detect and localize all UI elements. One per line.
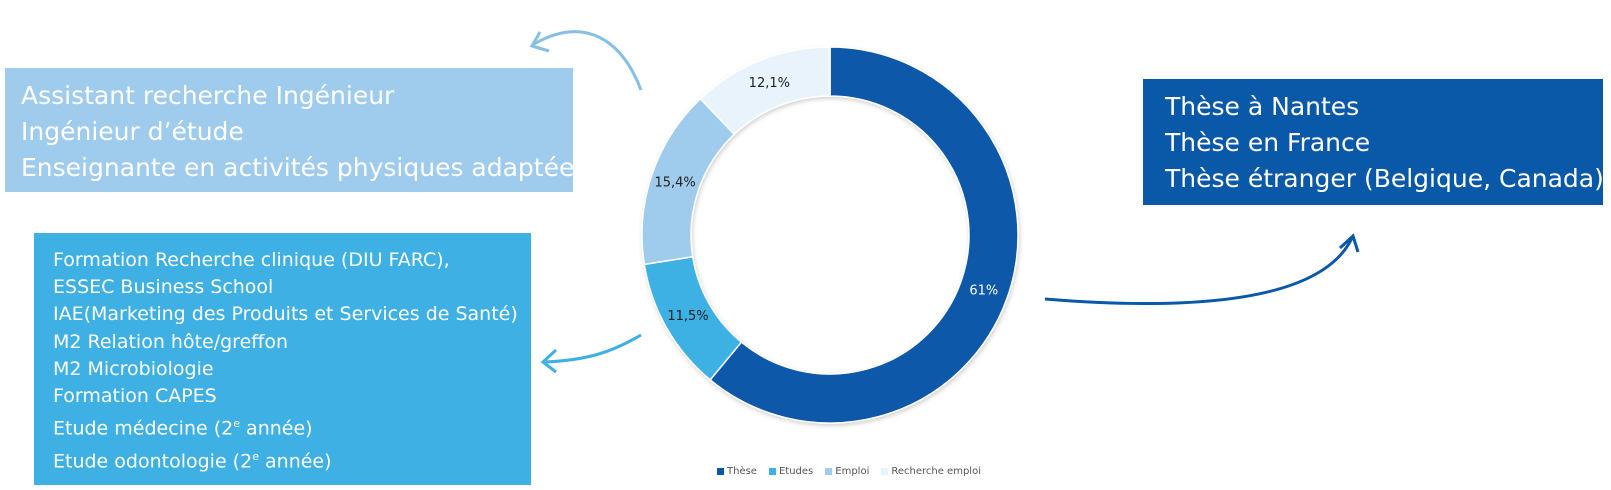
thesis-box: Thèse à Nantes Thèse en France Thèse étr…: [1143, 79, 1604, 205]
legend-label-etudes: Etudes: [778, 466, 814, 477]
slice-label-etudes: 11,5%: [667, 309, 708, 324]
employment-line-3: Enseignante en activités physiques adapt…: [21, 153, 588, 182]
ordinal-suffix: e: [233, 417, 241, 431]
studies-line-8-text: Etude odontologie (2: [53, 450, 253, 473]
studies-line-1: Formation Recherche clinique (DIU FARC),: [53, 249, 450, 271]
employment-line-2: Ingénieur d’étude: [21, 117, 244, 146]
legend-swatch-these: [717, 468, 724, 475]
arrow-to-employment: [533, 30, 643, 91]
slice-label-these: 61%: [969, 283, 998, 298]
legend-swatch-recherche-emploi: [881, 468, 889, 475]
arrow-to-thesis: [1044, 237, 1354, 306]
legend-item-recherche-emploi: Recherche emploi: [881, 466, 981, 477]
legend-item-etudes: Etudes: [768, 466, 814, 477]
studies-line-4: M2 Relation hôte/greffon: [53, 330, 289, 353]
arrow-to-studies: [545, 333, 642, 364]
arrowhead-studies: [540, 348, 558, 374]
studies-line-5: M2 Microbiologie: [53, 357, 214, 380]
studies-box: Formation Recherche clinique (DIU FARC),…: [34, 233, 531, 485]
legend-swatch-emploi: [825, 468, 833, 475]
employment-box: Assistant recherche Ingénieur Ingénieur …: [5, 68, 588, 192]
studies-line-7-text: Etude médecine (2: [53, 417, 234, 440]
studies-line-3: IAE(Marketing des Produits et Services d…: [53, 303, 518, 326]
legend-item-these: Thèse: [717, 466, 757, 477]
donut-slice-these: [709, 46, 1019, 424]
slice-label-emploi: 15,4%: [654, 176, 695, 191]
studies-line-2: ESSEC Business School: [53, 276, 274, 299]
studies-line-7: Etude médecine (2e année): [53, 410, 512, 443]
year-word: année): [240, 417, 313, 440]
chart-legend: Thèse Etudes Emploi Recherche emploi: [717, 466, 981, 477]
ordinal-suffix: e: [252, 449, 259, 463]
legend-label-recherche-emploi: Recherche emploi: [891, 466, 981, 477]
legend-label-emploi: Emploi: [835, 466, 870, 477]
studies-line-6: Formation CAPES: [53, 385, 217, 408]
thesis-line-1: Thèse à Nantes: [1165, 92, 1360, 121]
year-word: année): [258, 450, 332, 473]
legend-item-emploi: Emploi: [825, 466, 869, 477]
slice-label-recherche-emploi: 12,1%: [749, 76, 790, 91]
employment-line-1: Assistant recherche Ingénieur: [21, 81, 395, 110]
thesis-line-2: Thèse en France: [1165, 128, 1371, 157]
legend-swatch-etudes: [768, 468, 776, 475]
thesis-line-3: Thèse étranger (Belgique, Canada): [1165, 164, 1604, 193]
studies-line-8: Etude odontologie (2e année): [53, 443, 512, 476]
arrowhead-thesis: [1338, 233, 1360, 253]
arrowhead-employment: [529, 31, 550, 53]
donut-slice-recherche-emploi: [699, 46, 831, 136]
legend-label-these: Thèse: [727, 466, 757, 477]
